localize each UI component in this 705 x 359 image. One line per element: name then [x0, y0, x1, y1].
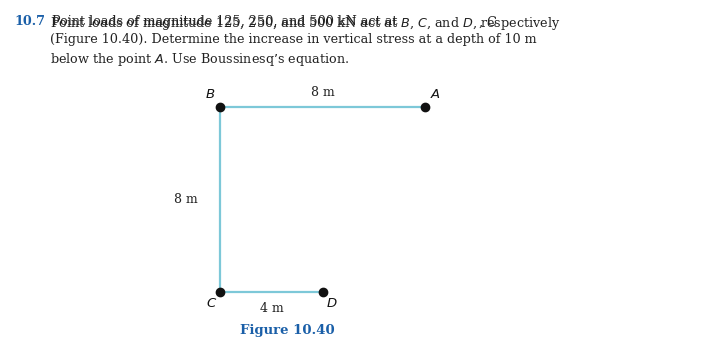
Text: (Figure 10.40). Determine the increase in vertical stress at a depth of 10 m: (Figure 10.40). Determine the increase i…: [50, 33, 537, 46]
Text: , C: , C: [479, 15, 496, 28]
Text: below the point $A$. Use Boussinesq’s equation.: below the point $A$. Use Boussinesq’s eq…: [50, 51, 350, 68]
Text: $D$: $D$: [326, 297, 338, 310]
Text: 8 m: 8 m: [311, 86, 334, 99]
Text: 4 m: 4 m: [259, 302, 283, 315]
Text: Point loads of magnitude 125, 250, and 500 kN act at $B$, $C$, and $D$, respecti: Point loads of magnitude 125, 250, and 5…: [50, 15, 560, 32]
Text: Point loads of magnitude 125, 250, and 500 kN act at: Point loads of magnitude 125, 250, and 5…: [52, 15, 402, 28]
Text: 8 m: 8 m: [174, 193, 198, 206]
Text: 10.7: 10.7: [14, 15, 45, 28]
Text: $A$: $A$: [430, 88, 441, 101]
Text: $B$: $B$: [204, 88, 215, 101]
Text: Figure 10.40: Figure 10.40: [240, 324, 335, 337]
Text: $C$: $C$: [206, 297, 217, 310]
